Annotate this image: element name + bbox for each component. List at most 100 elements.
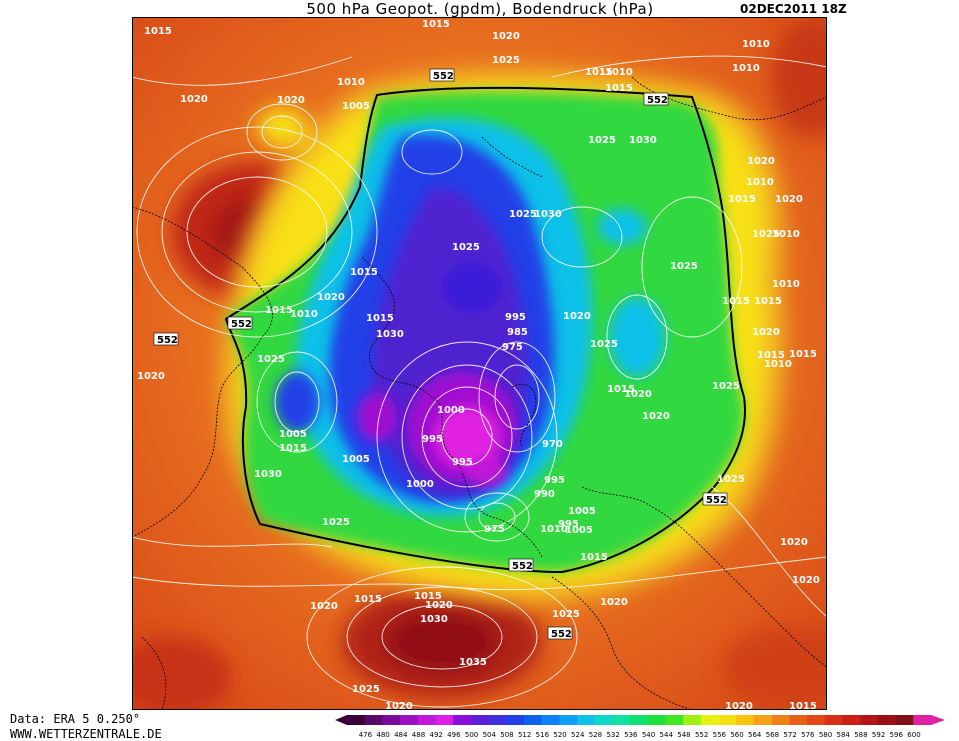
contour-labels: 552 552 552 552 552 552 552 xyxy=(153,68,728,640)
isobar-label: 970 xyxy=(542,439,563,450)
colorbar-swatches xyxy=(335,715,945,725)
colorbar-swatch xyxy=(895,715,914,725)
isobar-label: 1035 xyxy=(459,657,487,668)
colorbar-swatch xyxy=(594,715,613,725)
isobar-label: 1020 xyxy=(317,292,345,303)
isobar-label: 1030 xyxy=(629,135,657,146)
isobar-label: 1020 xyxy=(792,575,820,586)
website-credit: WWW.WETTERZENTRALE.DE xyxy=(10,727,162,741)
colorbar-tick-label: 556 xyxy=(713,731,727,739)
contour-label-552: 552 xyxy=(508,558,534,572)
colorbar-tick-label: 508 xyxy=(500,731,513,739)
isobar-label: 1020 xyxy=(180,94,208,105)
colorbar-tick-label: 596 xyxy=(890,731,904,739)
colorbar-tick-label: 544 xyxy=(660,731,674,739)
colorbar-swatch xyxy=(382,715,401,725)
colorbar-tick-label: 496 xyxy=(447,731,461,739)
colorbar-swatch xyxy=(541,715,560,725)
isobar-label: 1020 xyxy=(780,537,808,548)
colorbar-tick-label: 580 xyxy=(819,731,832,739)
isobar-label: 995 xyxy=(422,434,443,445)
colorbar-swatch xyxy=(665,715,684,725)
isobar-label: 1025 xyxy=(752,229,780,240)
colorbar-tick-label: 600 xyxy=(907,731,920,739)
colorbar-swatch xyxy=(736,715,755,725)
contour-label-552: 552 xyxy=(153,332,179,346)
colorbar-swatch xyxy=(860,715,879,725)
isobar-label: 1015 xyxy=(580,552,608,563)
isobar-label: 1020 xyxy=(624,389,652,400)
isobar-label: 1015 xyxy=(757,350,785,361)
isobar-label: 1020 xyxy=(277,95,305,106)
colorbar-tick-label: 528 xyxy=(589,731,602,739)
colorbar-tick-label: 488 xyxy=(412,731,425,739)
isobar-label: 1010 xyxy=(742,39,770,50)
colorbar-tick-label: 592 xyxy=(872,731,885,739)
colorbar-tick-label: 512 xyxy=(518,731,531,739)
isobar-label: 1005 xyxy=(279,429,307,440)
geopotential-map: 552 552 552 552 552 552 552 101510151020… xyxy=(132,17,827,710)
svg-text:552: 552 xyxy=(647,95,668,106)
isobar-label: 1020 xyxy=(137,371,165,382)
colorbar-swatch xyxy=(364,715,383,725)
colorbar-tick-label: 588 xyxy=(854,731,867,739)
isobar-label: 1015 xyxy=(789,701,817,710)
colorbar-tick-label: 476 xyxy=(359,731,373,739)
vortex-core xyxy=(357,372,517,487)
isobar-label: 1010 xyxy=(732,63,760,74)
colorbar-swatch xyxy=(523,715,543,725)
isobars xyxy=(132,55,827,708)
colorbar-swatch xyxy=(559,715,578,725)
contour-552 xyxy=(224,86,746,574)
colorbar-tick-label: 560 xyxy=(730,731,743,739)
data-source: Data: ERA 5 0.250° xyxy=(10,712,141,726)
contour-label-552: 552 xyxy=(702,492,728,506)
isobar-label: 1025 xyxy=(492,55,520,66)
isobar-label: 1015 xyxy=(265,305,293,316)
isobar-label: 1025 xyxy=(509,209,537,220)
isobar-label: 1015 xyxy=(585,67,613,78)
isobar-label: 1025 xyxy=(717,474,745,485)
isobar-labels: 1015101510201025101010101015101010151020… xyxy=(137,19,820,710)
isobar-label: 995 xyxy=(558,519,579,530)
isobar-label: 1015 xyxy=(605,83,633,94)
colorbar-tick-label: 536 xyxy=(624,731,638,739)
coastlines xyxy=(132,76,827,710)
contour-label-552: 552 xyxy=(547,626,573,640)
isobar-label: 1015 xyxy=(607,384,635,395)
isobar-label: 975 xyxy=(484,524,505,535)
isobar-label: 1025 xyxy=(322,517,350,528)
svg-text:552: 552 xyxy=(706,495,727,506)
isobar-label: 1025 xyxy=(257,354,285,365)
colorbar-swatch xyxy=(470,715,489,725)
colorbar-tick-label: 492 xyxy=(429,731,442,739)
isobar-label: 1020 xyxy=(385,701,413,710)
isobar-label: 1020 xyxy=(600,597,628,608)
isobar-label: 1020 xyxy=(563,311,591,322)
colorbar: 476 480 484 488 492 496 500 504 508 512 516 520 524 5… xyxy=(335,715,945,739)
colorbar-tick-label: 520 xyxy=(553,731,566,739)
isobar-label: 1030 xyxy=(534,209,562,220)
isobar-label: 1020 xyxy=(425,600,453,611)
colorbar-tick-label: 532 xyxy=(606,731,619,739)
colorbar-swatch xyxy=(913,715,932,725)
colorbar-ticks: 476 480 484 488 492 496 500 504 508 512 516 520 524 5… xyxy=(359,731,921,739)
colorbar-swatch xyxy=(807,715,826,725)
colorbar-arrow-low xyxy=(335,715,347,725)
colorbar-swatch xyxy=(647,715,666,725)
isobar-label: 1025 xyxy=(352,684,380,695)
contour-label-552: 552 xyxy=(227,316,253,330)
colorbar-arrow-high xyxy=(931,715,945,725)
isobar-label: 1010 xyxy=(540,524,568,535)
isobar-label: 975 xyxy=(502,342,523,353)
isobar-label: 1020 xyxy=(747,156,775,167)
isobar-label: 985 xyxy=(507,327,528,338)
valid-time: 02DEC2011 18Z xyxy=(740,2,847,16)
colorbar-tick-label: 516 xyxy=(536,731,550,739)
colorbar-swatch xyxy=(506,715,525,725)
colorbar-swatch xyxy=(417,715,436,725)
isobar-label: 1005 xyxy=(342,454,370,465)
isobar-label: 995 xyxy=(544,475,565,486)
colorbar-tick-label: 500 xyxy=(465,731,478,739)
colorbar-tick-label: 576 xyxy=(801,731,815,739)
